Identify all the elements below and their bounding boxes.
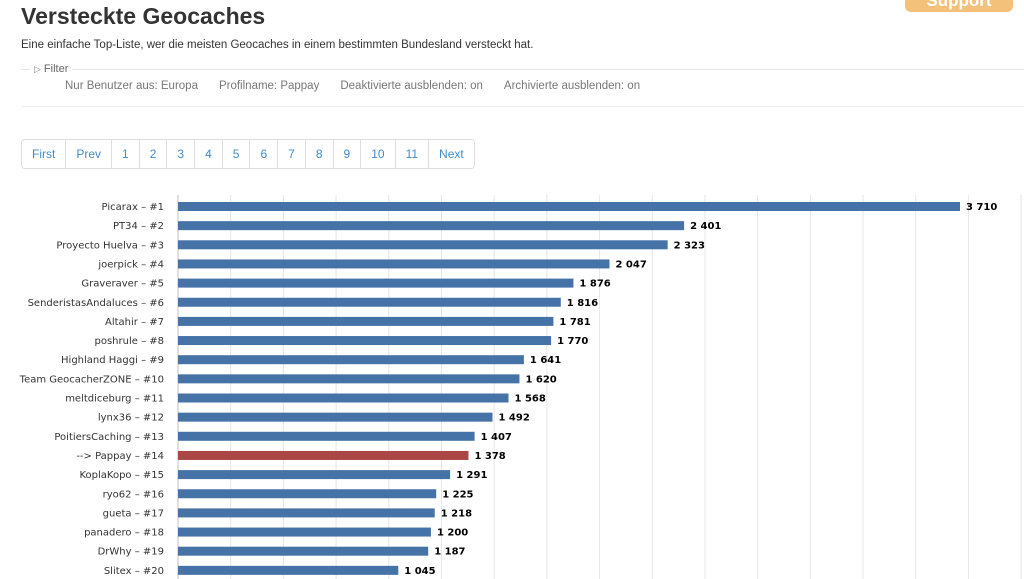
value-label: 1 781 [559, 317, 590, 328]
bar [178, 508, 435, 518]
value-label: 1 218 [441, 508, 472, 519]
bar [178, 221, 685, 231]
bar [178, 431, 475, 441]
chart-grid [177, 195, 1022, 579]
page-first[interactable]: First [32, 147, 56, 161]
value-label: 1 200 [437, 528, 468, 539]
filter-divider [21, 69, 1024, 70]
value-label: 1 492 [498, 413, 529, 424]
category-label: PT34 – #2 [113, 221, 164, 232]
bar [178, 202, 960, 211]
value-label: 1 407 [481, 432, 512, 443]
bar [178, 565, 399, 575]
category-label: Proyecto Huelva – #3 [56, 240, 164, 251]
page-description: Eine einfache Top-Liste, wer die meisten… [21, 39, 534, 51]
page-10[interactable]: 10 [360, 140, 394, 168]
bar [178, 316, 554, 326]
bar [178, 546, 429, 556]
page-11[interactable]: 11 [394, 140, 428, 168]
category-label: DrWhy – #19 [98, 547, 164, 558]
bar-chart: Picarax – #1 3 710 PT34 – #2 2 401 Proyecto … [19, 195, 1022, 579]
value-label: 1 816 [567, 298, 598, 309]
category-label: KoplaKopo – #15 [79, 470, 164, 481]
value-label: 1 641 [530, 355, 561, 366]
category-label: gueta – #17 [103, 508, 164, 519]
category-label: Highland Haggi – #9 [61, 355, 164, 366]
value-label: 1 770 [557, 336, 588, 347]
page-9[interactable]: 9 [332, 140, 361, 168]
filter-country: Nur Benutzer aus: Europa [65, 80, 198, 92]
category-label: joerpick – #4 [97, 259, 164, 270]
bar [178, 527, 431, 537]
bar [178, 374, 520, 384]
value-label: 1 620 [525, 374, 556, 385]
page-5[interactable]: 5 [221, 140, 250, 168]
value-label: 1 568 [515, 394, 546, 405]
page-7[interactable]: 7 [277, 140, 305, 168]
bar [178, 297, 561, 307]
value-label: 1 225 [442, 489, 473, 500]
highlighted-bar [178, 450, 469, 460]
bar [178, 240, 668, 250]
filter-label: Filter [43, 63, 69, 75]
page-prev[interactable]: Prev [65, 140, 111, 168]
category-label: Picarax – #1 [102, 202, 164, 213]
category-label: Slitex – #20 [104, 566, 164, 577]
value-label: 1 876 [579, 279, 610, 290]
bar [178, 393, 509, 403]
category-label: Graveraver – #5 [81, 279, 164, 290]
value-label: 1 187 [434, 547, 465, 558]
category-label: lynx36 – #12 [98, 413, 164, 424]
category-label: panadero – #18 [84, 528, 164, 539]
filter-bottom-divider [21, 106, 1024, 107]
caret-right-icon: ▷ [34, 63, 41, 74]
bar [178, 412, 493, 422]
bar [178, 489, 437, 499]
bar [178, 470, 451, 480]
value-label: 1 045 [404, 566, 435, 577]
page-8[interactable]: 8 [304, 140, 333, 168]
category-label: SenderistasAndaluces – #6 [28, 298, 164, 309]
page-title: Versteckte Geocaches [21, 3, 266, 29]
value-label: 1 291 [456, 470, 487, 481]
page-6[interactable]: 6 [249, 140, 277, 168]
page-1[interactable]: 1 [111, 140, 139, 168]
support-button[interactable]: Support [905, 0, 1013, 12]
pagination: First Prev 1 2 3 4 5 6 7 8 9 10 11 Next [21, 139, 475, 169]
filter-hide-disabled: Deaktivierte ausblenden: on [340, 80, 483, 92]
value-label: 1 378 [474, 451, 505, 462]
category-label: Altahir – #7 [105, 317, 164, 328]
filter-hide-archived: Archivierte ausblenden: on [503, 80, 641, 92]
bar [178, 259, 610, 269]
value-label: 3 710 [966, 202, 997, 213]
value-label: 2 047 [615, 259, 646, 270]
bar [178, 278, 574, 288]
value-label: 2 401 [690, 221, 721, 232]
filter-toggle[interactable]: ▷ Filter [30, 63, 73, 75]
category-label: PoitiersCaching – #13 [54, 432, 164, 443]
filter-profile: Profilname: Pappay [218, 80, 320, 92]
chart-bars: Picarax – #1 3 710 PT34 – #2 2 401 Proyecto … [19, 202, 997, 577]
filter-summary: Nur Benutzer aus: Europa Profilname: Pap… [65, 80, 640, 92]
bar [178, 336, 552, 346]
category-label: meltdiceburg – #11 [65, 394, 164, 405]
page-4[interactable]: 4 [194, 140, 222, 168]
page-3[interactable]: 3 [166, 140, 194, 168]
page-2[interactable]: 2 [138, 140, 167, 168]
bar [178, 355, 524, 365]
category-label: poshrule – #8 [95, 336, 165, 347]
category-label: --> Pappay – #14 [76, 451, 164, 462]
page-next[interactable]: Next [428, 140, 474, 168]
category-label: ryo62 – #16 [103, 489, 164, 500]
category-label: Team GeocacherZONE – #10 [19, 374, 164, 385]
value-label: 2 323 [674, 240, 705, 251]
